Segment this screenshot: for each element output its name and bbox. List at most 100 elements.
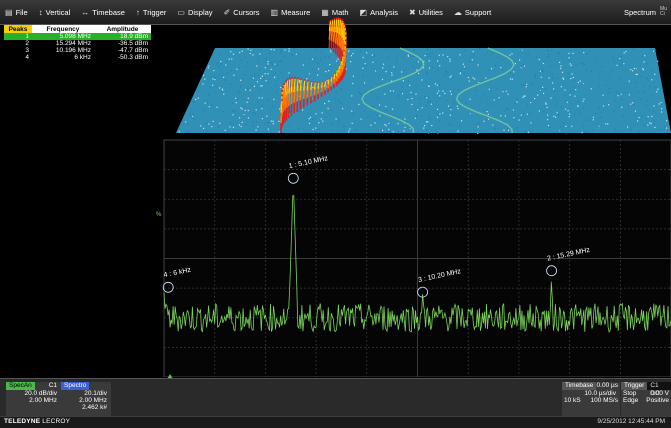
spectrogram-speckle bbox=[245, 65, 247, 68]
spectrogram-speckle bbox=[233, 74, 235, 76]
trigger-descriptor[interactable]: Trigger C1 DC Stop 0.00 V Edge Positive bbox=[621, 382, 671, 416]
file-icon: ▤ bbox=[5, 7, 13, 17]
spectrogram-speckle bbox=[376, 114, 379, 116]
spectrogram-speckle bbox=[562, 77, 564, 79]
spectrogram-speckle bbox=[456, 105, 458, 107]
mode-indicator[interactable]: Spectrum Mu Ci bbox=[624, 0, 667, 24]
spectrogram-speckle bbox=[661, 108, 663, 110]
menu-utilities[interactable]: ✖ Utilities bbox=[404, 0, 449, 24]
spectrogram-peak-spike bbox=[333, 73, 336, 80]
spectrogram-speckle bbox=[516, 101, 518, 103]
spectrogram-peak-spike bbox=[313, 86, 317, 96]
spectrogram-speckle bbox=[541, 70, 543, 72]
spectrogram-speckle bbox=[522, 85, 524, 87]
spectrogram-speckle bbox=[223, 76, 225, 78]
menu-support[interactable]: ☁ Support bbox=[449, 0, 497, 24]
spectrogram-speckle bbox=[412, 65, 414, 67]
timebase-rate: 100 MS/s bbox=[590, 397, 618, 404]
header-frequency[interactable]: Frequency bbox=[32, 25, 94, 33]
menu-file[interactable]: ▤ File bbox=[0, 0, 34, 24]
spectrogram-speckle bbox=[635, 68, 637, 70]
timebase-scale: 10.0 µs/div bbox=[584, 390, 616, 397]
menu-analysis[interactable]: ◩ Analysis bbox=[355, 0, 405, 24]
spectrogram-speckle bbox=[471, 59, 473, 61]
specan-descriptor[interactable]: SpecAn C1 20.0 dB/div 2.00 MHz bbox=[6, 382, 61, 416]
menu-vertical[interactable]: ↕ Vertical bbox=[34, 0, 77, 24]
spectrogram-speckle bbox=[620, 59, 622, 61]
spectrogram-speckle bbox=[571, 73, 573, 75]
spectrogram-speckle bbox=[244, 113, 246, 115]
spectrogram-speckle bbox=[342, 77, 344, 79]
spectrogram-speckle bbox=[464, 49, 466, 51]
spectrogram-speckle bbox=[388, 128, 390, 131]
menu-display[interactable]: ▭ Display bbox=[172, 0, 218, 24]
peak-row[interactable]: 1 5.098 MHz 18.9 dBm bbox=[4, 33, 151, 40]
menu-trigger[interactable]: ↑ Trigger bbox=[131, 0, 172, 24]
menu-math[interactable]: ▦ Math bbox=[316, 0, 354, 24]
spectrogram-speckle bbox=[505, 90, 507, 92]
spectrogram-speckle bbox=[436, 108, 439, 110]
spectrogram-speckle bbox=[544, 106, 546, 108]
spectrogram-speckle bbox=[469, 60, 471, 62]
trigger-slope: Positive bbox=[646, 397, 669, 404]
spectrogram-speckle bbox=[504, 89, 506, 91]
spectrogram-speckle bbox=[556, 64, 558, 66]
spectrogram-peak-spike bbox=[338, 28, 342, 47]
peak-row[interactable]: 3 10.196 MHz -47.7 dBm bbox=[4, 47, 151, 54]
header-amplitude[interactable]: Amplitude bbox=[93, 25, 151, 33]
spectrogram-speckle bbox=[457, 130, 459, 132]
menu-measure[interactable]: ▥ Measure bbox=[266, 0, 317, 24]
spectrogram-speckle bbox=[364, 82, 366, 84]
spectrogram-peak-spike bbox=[327, 81, 330, 89]
spectrogram-speckle bbox=[413, 55, 415, 57]
peaks-table: Peaks Frequency Amplitude 1 5.098 MHz 18.9… bbox=[4, 25, 151, 61]
spectrogram-speckle bbox=[351, 110, 353, 112]
trigger-level: 0.00 V bbox=[650, 390, 669, 397]
spectrogram-speckle bbox=[651, 70, 653, 72]
spectrogram-speckle bbox=[325, 86, 327, 88]
peak-marker bbox=[546, 265, 557, 277]
spectrogram-speckle bbox=[494, 127, 496, 129]
peak-row[interactable]: 2 15.294 MHz -36.5 dBm bbox=[4, 40, 151, 47]
spectrogram-peak-spike bbox=[285, 88, 289, 108]
spectrogram-peak-spike bbox=[334, 26, 338, 44]
spectrogram-speckle bbox=[343, 125, 345, 127]
spectrogram-speckle bbox=[345, 68, 347, 70]
menu-timebase[interactable]: ↔ Timebase bbox=[76, 0, 131, 24]
peak-row[interactable]: 4 6 kHz -50.3 dBm bbox=[4, 54, 151, 61]
spectrogram-speckle bbox=[385, 105, 387, 108]
header-peaks[interactable]: Peaks bbox=[4, 25, 32, 33]
spectrogram-speckle bbox=[208, 106, 210, 108]
menu-bar: ▤ File ↕ Vertical ↔ Timebase ↑ Trigger ▭ Display ✐… bbox=[0, 0, 671, 25]
spectrogram-speckle bbox=[416, 61, 418, 63]
spectrogram-speckle bbox=[489, 88, 491, 90]
spectrogram-speckle bbox=[465, 102, 467, 104]
spectrogram-speckle bbox=[314, 96, 317, 99]
spectrogram-speckle bbox=[299, 80, 301, 82]
spectrogram-speckle bbox=[557, 51, 559, 53]
spectrogram-speckle bbox=[417, 109, 419, 111]
spectrogram-speckle bbox=[520, 66, 522, 68]
spectrogram-speckle bbox=[401, 71, 403, 73]
spectrogram-speckle bbox=[628, 80, 630, 82]
trigger-level-marker[interactable] bbox=[167, 374, 173, 379]
spectrogram-speckle bbox=[378, 104, 381, 106]
spectrogram-speckle bbox=[298, 110, 300, 113]
menu-cursors[interactable]: ✐ Cursors bbox=[219, 0, 266, 24]
spectrogram-speckle bbox=[547, 50, 549, 52]
spectrogram-speckle bbox=[401, 86, 403, 88]
spectrogram-speckle bbox=[479, 100, 481, 102]
timebase-descriptor[interactable]: Timebase 0.00 µs 10.0 µs/div 10 kS 100 M… bbox=[562, 382, 620, 416]
spectro-badge: Spectro bbox=[61, 382, 90, 390]
spectrogram-speckle bbox=[208, 123, 210, 125]
spectrogram-peak-spike bbox=[339, 65, 343, 76]
spectro-descriptor[interactable]: Spectro 20.1/div 2.00 MHz 2.462 k# bbox=[61, 382, 111, 416]
spectrogram-speckle bbox=[442, 54, 444, 56]
spectrogram-speckle bbox=[652, 50, 655, 52]
spectrogram-speckle bbox=[232, 102, 234, 104]
spectrogram-speckle bbox=[240, 86, 242, 88]
spectrogram-speckle bbox=[574, 95, 576, 97]
spectrogram-speckle bbox=[308, 73, 310, 75]
spectrogram-speckle bbox=[257, 61, 259, 63]
